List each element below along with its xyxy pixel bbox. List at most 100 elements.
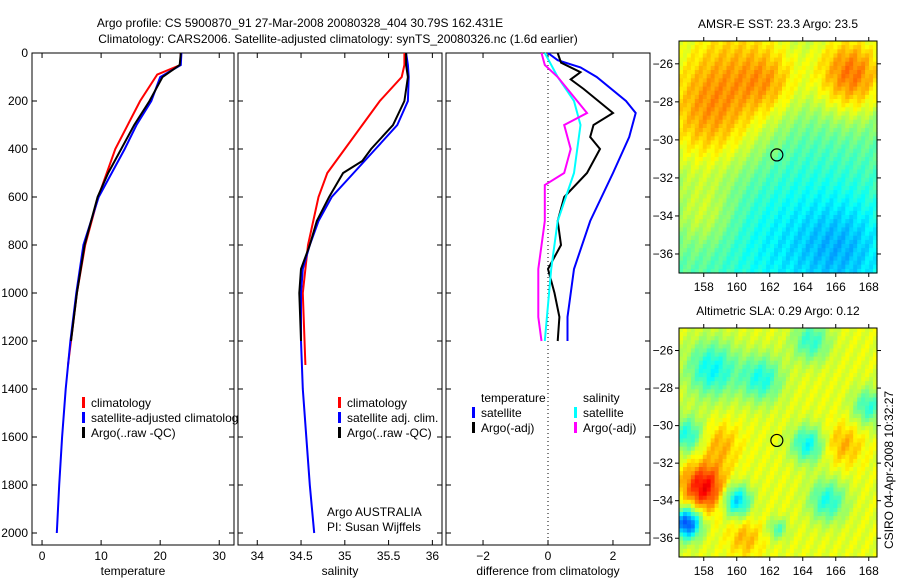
map-cell <box>699 62 704 67</box>
map-cell <box>734 402 739 407</box>
map-cell <box>707 41 712 46</box>
map-cell <box>699 169 704 174</box>
map-cell <box>734 95 739 100</box>
map-cell <box>758 438 763 443</box>
map-cell <box>738 174 743 179</box>
x-axis-label: difference from climatology <box>476 564 619 578</box>
map-cell <box>814 232 819 237</box>
map-cell <box>746 541 751 546</box>
map-cell <box>786 365 791 370</box>
map-cell <box>679 463 684 468</box>
map-cell <box>778 549 783 554</box>
map-cell <box>774 410 779 415</box>
map-cell <box>814 434 819 439</box>
map-cell <box>833 132 838 137</box>
map-cell <box>806 116 811 121</box>
map-cell <box>814 74 819 79</box>
map-cell <box>806 136 811 141</box>
map-cell <box>774 223 779 228</box>
map-cell <box>758 91 763 96</box>
map-cell <box>754 182 759 187</box>
map-cell <box>699 140 704 145</box>
map-cell <box>857 227 862 232</box>
map-cell <box>857 99 862 104</box>
map-cell <box>754 377 759 382</box>
map-cell <box>715 120 720 125</box>
map-cell <box>853 182 858 187</box>
map-cell <box>679 459 684 464</box>
map-cell <box>754 422 759 427</box>
map-cell <box>818 190 823 195</box>
map-cell <box>754 236 759 241</box>
map-cell <box>766 512 771 517</box>
map-cell <box>758 414 763 419</box>
map-cell <box>766 455 771 460</box>
map-cell <box>774 169 779 174</box>
map-cell <box>794 373 799 378</box>
map-cell <box>738 252 743 257</box>
map-cell <box>786 443 791 448</box>
map-cell <box>818 483 823 488</box>
map-cell <box>833 157 838 162</box>
map-cell <box>857 66 862 71</box>
map-cell <box>806 219 811 224</box>
map-cell <box>778 516 783 521</box>
map-cell <box>766 528 771 533</box>
map-cell <box>818 455 823 460</box>
map-cell <box>734 153 739 158</box>
map-cell <box>818 140 823 145</box>
map-cell <box>766 174 771 179</box>
map-cell <box>727 78 732 83</box>
map-cell <box>707 244 712 249</box>
map-cell <box>727 443 732 448</box>
map-cell <box>794 389 799 394</box>
map-cell <box>833 82 838 87</box>
map-cell <box>857 198 862 203</box>
map-cell <box>798 479 803 484</box>
map-cell <box>778 520 783 525</box>
map-cell <box>766 385 771 390</box>
map-cell <box>774 74 779 79</box>
map-cell <box>853 178 858 183</box>
map-cell <box>679 516 684 521</box>
map-cell <box>806 203 811 208</box>
map-cell <box>715 95 720 100</box>
map-cell <box>833 78 838 83</box>
map-cell <box>679 161 684 166</box>
map-cell <box>806 479 811 484</box>
map-cell <box>699 398 704 403</box>
map-cell <box>818 149 823 154</box>
map-cell <box>794 410 799 415</box>
map-cell <box>715 533 720 538</box>
map-cell <box>707 528 712 533</box>
map-cell <box>734 87 739 92</box>
map-cell <box>794 236 799 241</box>
map-cell <box>727 120 732 125</box>
map-cell <box>707 132 712 137</box>
map-cell <box>786 512 791 517</box>
map-cell <box>695 211 700 216</box>
map-cell <box>758 459 763 464</box>
map-cell <box>695 377 700 382</box>
map-cell <box>806 332 811 337</box>
map-cell <box>774 545 779 550</box>
map-cell <box>754 381 759 386</box>
x-tick-label: 0 <box>545 549 552 563</box>
map-cell <box>865 161 870 166</box>
map-cell <box>719 348 724 353</box>
map-cell <box>754 488 759 493</box>
map-cell <box>699 136 704 141</box>
map-cell <box>798 252 803 257</box>
map-cell <box>865 182 870 187</box>
map-cell <box>778 74 783 79</box>
map-cell <box>806 492 811 497</box>
map-cell <box>699 223 704 228</box>
map-cell <box>818 240 823 245</box>
map-cell <box>734 447 739 452</box>
legend-label: satellite <box>481 406 522 420</box>
map-cell <box>687 504 692 509</box>
map-cell <box>707 504 712 509</box>
map-cell <box>687 41 692 46</box>
map-cell <box>687 328 692 333</box>
map-cell <box>679 520 684 525</box>
